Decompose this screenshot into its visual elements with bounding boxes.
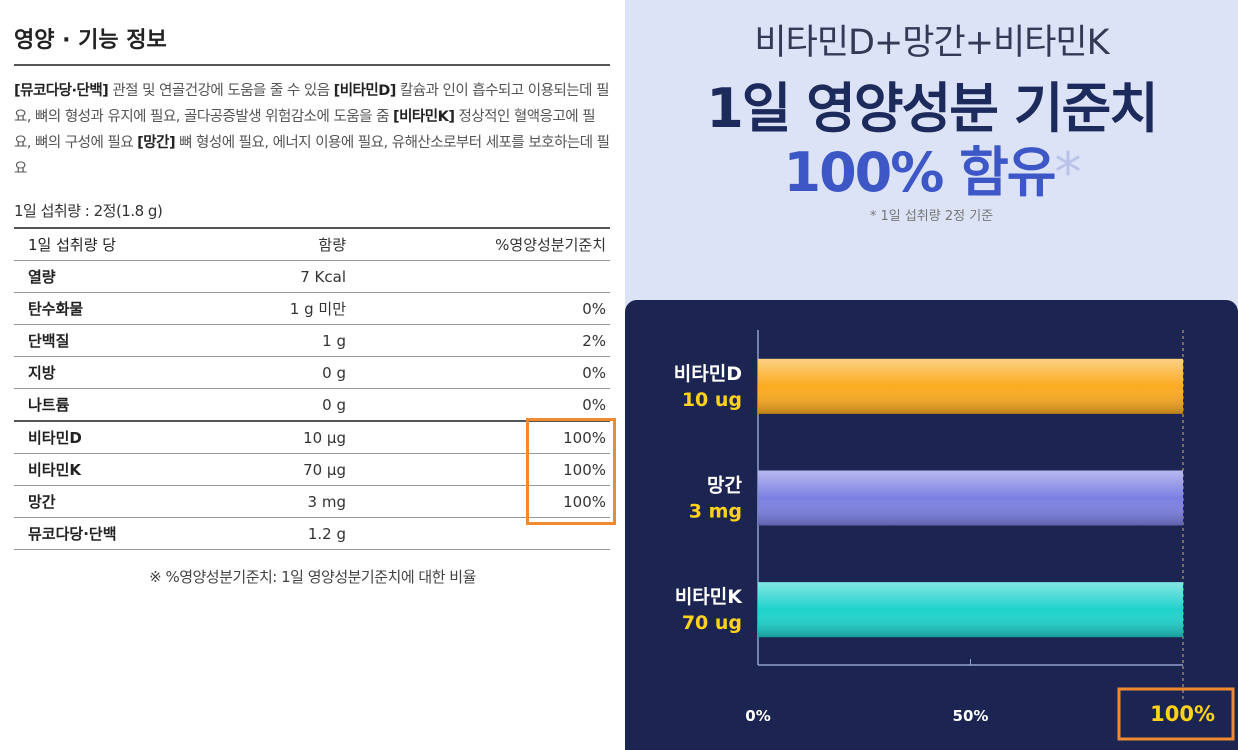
desc-label: [망간]	[137, 135, 176, 151]
category-label: 비타민K	[675, 586, 743, 608]
category-label: 비타민D	[674, 363, 742, 385]
table-cell: 망간	[28, 493, 56, 511]
table-header: 1일 섭취량 당 함량 %영양성분기준치	[14, 229, 610, 261]
amount-label: 3 mg	[689, 501, 742, 523]
table-row: 나트륨 0 g 0%	[14, 389, 610, 422]
table-cell: 열량	[28, 268, 56, 286]
table-row: 뮤코다당·단백 1.2 g	[14, 518, 610, 550]
bar-shine	[758, 582, 1183, 638]
column-header: 함량	[318, 236, 346, 254]
table-row: 탄수화물 1 g 미만 0%	[14, 293, 610, 325]
highlight-box	[1117, 687, 1235, 741]
table-cell: 0 g	[322, 395, 346, 414]
bar-shine	[758, 358, 1183, 414]
serving: 1일 섭취량 : 2정(1.8 g)	[14, 202, 163, 220]
x-tick-label: 50%	[953, 707, 989, 725]
x-tick-label: 0%	[745, 707, 770, 725]
table-row: 망간 3 mg 100%	[14, 486, 610, 518]
desc-text: 뼈 형성에 필요, 에너지 이용에 필요, 유해산소로부터 세포를 보호하는데 …	[14, 135, 610, 177]
table-cell: 10 μg	[303, 428, 346, 447]
table-cell: 탄수화물	[28, 300, 84, 318]
bar-shine	[758, 470, 1183, 526]
promo-headline: 100% 함유*	[625, 128, 1238, 207]
table-row: 열량 7 Kcal	[14, 261, 610, 293]
table-cell: 지방	[28, 364, 56, 382]
table-cell: 100%	[563, 428, 606, 447]
desc-text: 정상적인 혈액응고에 필요, 뼈의 구성에 필요	[14, 109, 596, 151]
table-cell: 나트륨	[28, 396, 70, 414]
table-cell: 70 μg	[303, 460, 346, 479]
desc-label: [비타민K]	[392, 109, 455, 125]
table-cell: 뮤코다당·단백	[28, 525, 117, 543]
description: [뮤코다당·단백] 관절 및 연골건강에 도움을 줄 수 있음 [비타민D] 칼슘과 …	[14, 78, 610, 182]
highlight-box	[526, 418, 616, 525]
table-cell: 0%	[582, 299, 606, 318]
promo-headline: 1일 영양성분 기준치	[706, 77, 1159, 140]
table-cell: 0%	[582, 363, 606, 382]
desc-text: 관절 및 연골건강에 도움을 줄 수 있음	[112, 83, 330, 99]
divider	[14, 64, 610, 66]
table-cell: 1 g	[322, 331, 346, 350]
desc-text: 칼슘과 인이 흡수되고 이용되는데 필요, 뼈의 형성과 유지에 필요, 골다공…	[14, 83, 609, 125]
table-cell: 단백질	[28, 332, 70, 350]
table-cell: 1.2 g	[307, 524, 346, 543]
desc-label: [비타민D]	[333, 83, 397, 99]
table-cell: 비타민K	[28, 461, 82, 479]
table-cell: 0%	[582, 395, 606, 414]
category-label: 망간	[707, 475, 742, 497]
title: 영양 · 기능 정보	[14, 28, 167, 53]
table-cell: 3 mg	[307, 492, 346, 511]
table-cell: 2%	[582, 331, 606, 350]
nutrition-panel: 영양 · 기능 정보 [뮤코다당·단백] 관절 및 연골건강에 도움을 줄 수 있…	[14, 28, 616, 586]
table-row: 비타민D 10 μg 100%	[14, 422, 610, 454]
table-cell: 100%	[563, 492, 606, 511]
table-row: 비타민K 70 μg 100%	[14, 454, 610, 486]
promo-line: 비타민D+망간+비타민K	[754, 23, 1109, 63]
amount-label: 70 ug	[682, 612, 742, 634]
table-cell: 0 g	[322, 363, 346, 382]
table-row: 단백질 1 g 2%	[14, 325, 610, 357]
table-cell: 7 Kcal	[300, 267, 346, 286]
table-cell: 비타민D	[28, 429, 82, 447]
column-header: 1일 섭취량 당	[28, 236, 117, 254]
table-row: 지방 0 g 0%	[14, 357, 610, 389]
table-cell: 1 g 미만	[289, 300, 346, 318]
amount-label: 10 ug	[682, 389, 742, 411]
table-cell: 100%	[563, 460, 606, 479]
column-header: %영양성분기준치	[495, 236, 606, 254]
footnote: ※ %영양성분기준치: 1일 영양성분기준치에 대한 비율	[149, 568, 476, 586]
promo-note: * 1일 섭취량 2정 기준	[869, 209, 994, 224]
x-tick-label: 100%	[1150, 702, 1215, 726]
asterisk: *	[1054, 141, 1082, 204]
promo-text: 100% 함유	[783, 141, 1057, 204]
desc-label: [뮤코다당·단백]	[14, 83, 109, 99]
